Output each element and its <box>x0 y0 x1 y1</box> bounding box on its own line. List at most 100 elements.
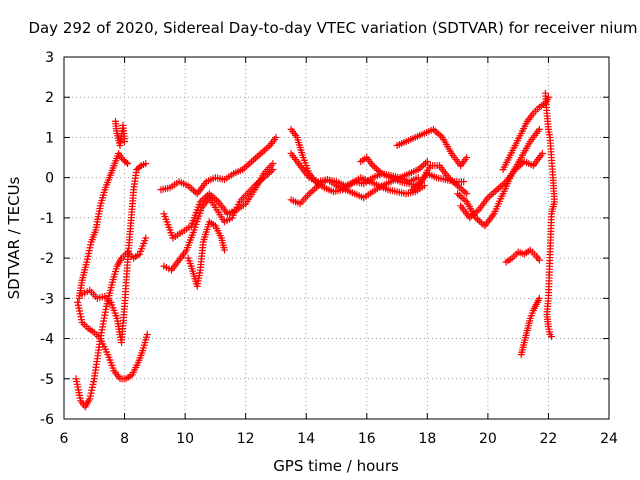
data-point <box>220 246 228 254</box>
data-point <box>272 133 280 141</box>
data-point <box>372 165 380 173</box>
data-point <box>460 178 468 186</box>
y-tick-label: -4 <box>40 332 54 348</box>
data-point <box>255 151 263 159</box>
data-point <box>253 153 261 161</box>
data-point <box>538 150 546 158</box>
data-point <box>122 158 130 166</box>
series-track-d <box>78 160 150 347</box>
chart-title: Day 292 of 2020, Sidereal Day-to-day VTE… <box>28 19 637 37</box>
data-point <box>269 166 277 174</box>
data-point <box>475 217 483 225</box>
data-point <box>265 169 273 177</box>
y-tick-label: -1 <box>40 211 54 227</box>
data-point <box>459 187 467 195</box>
y-tick-label: 0 <box>45 171 54 187</box>
data-point <box>431 127 439 135</box>
x-tick-labels: 6 8 10 12 14 16 18 20 22 24 <box>60 431 618 447</box>
axis-ticks <box>63 56 610 420</box>
data-point <box>495 184 503 192</box>
series-track-i <box>184 218 228 290</box>
data-point <box>418 162 426 170</box>
x-tick-label: 6 <box>60 431 69 447</box>
data-point <box>143 331 151 339</box>
data-point <box>371 163 379 171</box>
y-tick-label: -2 <box>40 251 54 267</box>
series-track-u <box>541 89 558 341</box>
series-track-o <box>408 162 471 198</box>
data-point <box>493 186 501 194</box>
data-point <box>309 187 317 195</box>
data-point <box>420 161 428 169</box>
y-tick-label: -3 <box>40 291 54 307</box>
y-tick-label: 2 <box>45 90 54 106</box>
data-point <box>463 190 471 198</box>
data-point <box>142 234 150 242</box>
y-tick-label: 3 <box>45 50 54 66</box>
data-point <box>188 185 196 193</box>
data-point <box>459 195 467 203</box>
data-point <box>477 219 485 227</box>
x-tick-label: 22 <box>540 431 558 447</box>
data-point <box>242 162 250 170</box>
data-point <box>461 188 469 196</box>
data-point <box>454 190 462 198</box>
grid-lines <box>64 57 609 419</box>
data-point <box>374 166 382 174</box>
data-point <box>260 146 268 154</box>
data-point <box>269 160 277 168</box>
y-tick-label: 1 <box>45 130 54 146</box>
x-tick-label: 16 <box>358 431 376 447</box>
plot-frame <box>63 56 610 420</box>
data-point <box>307 188 315 196</box>
data-point <box>124 160 132 168</box>
x-tick-label: 24 <box>600 431 618 447</box>
x-tick-label: 12 <box>237 431 255 447</box>
data-point <box>420 182 428 190</box>
data-point <box>423 158 431 166</box>
series-track-b <box>74 298 151 383</box>
data-point <box>136 163 144 171</box>
data-point <box>142 160 150 168</box>
data-point <box>457 193 465 201</box>
data-point <box>461 196 469 204</box>
data-point <box>457 185 465 193</box>
data-point <box>437 132 445 140</box>
series-track-c <box>75 150 132 302</box>
series-track-q <box>457 150 546 222</box>
data-point <box>535 125 543 133</box>
data-point <box>246 159 254 167</box>
y-axis-label: SDTVAR / TECUs <box>5 176 23 299</box>
data-point <box>190 187 198 195</box>
data-point <box>264 143 272 151</box>
data-point <box>486 192 494 200</box>
data-point <box>259 148 267 156</box>
data-point <box>257 150 265 158</box>
series-track-g <box>160 160 277 242</box>
series-track-n <box>393 125 471 170</box>
x-tick-label: 10 <box>176 431 194 447</box>
y-tick-label: -5 <box>40 372 54 388</box>
data-point <box>262 145 270 153</box>
series-track-s <box>502 246 543 266</box>
series-track-e <box>111 117 129 149</box>
data-point <box>489 189 497 197</box>
data-point <box>121 137 129 145</box>
data-point <box>535 256 543 264</box>
data-point <box>435 130 443 138</box>
x-tick-label: 14 <box>297 431 315 447</box>
series-track-f <box>157 133 280 198</box>
data-point <box>547 333 555 341</box>
series-track-h <box>160 166 277 274</box>
x-tick-label: 8 <box>120 431 129 447</box>
data-point <box>250 156 258 164</box>
data-point <box>491 187 499 195</box>
data-point <box>248 158 256 166</box>
y-tick-label: -6 <box>40 412 54 428</box>
data-points <box>72 89 558 411</box>
x-axis-label: GPS time / hours <box>273 457 399 475</box>
x-tick-label: 20 <box>479 431 497 447</box>
data-point <box>474 215 482 223</box>
series-track-r <box>499 93 552 174</box>
